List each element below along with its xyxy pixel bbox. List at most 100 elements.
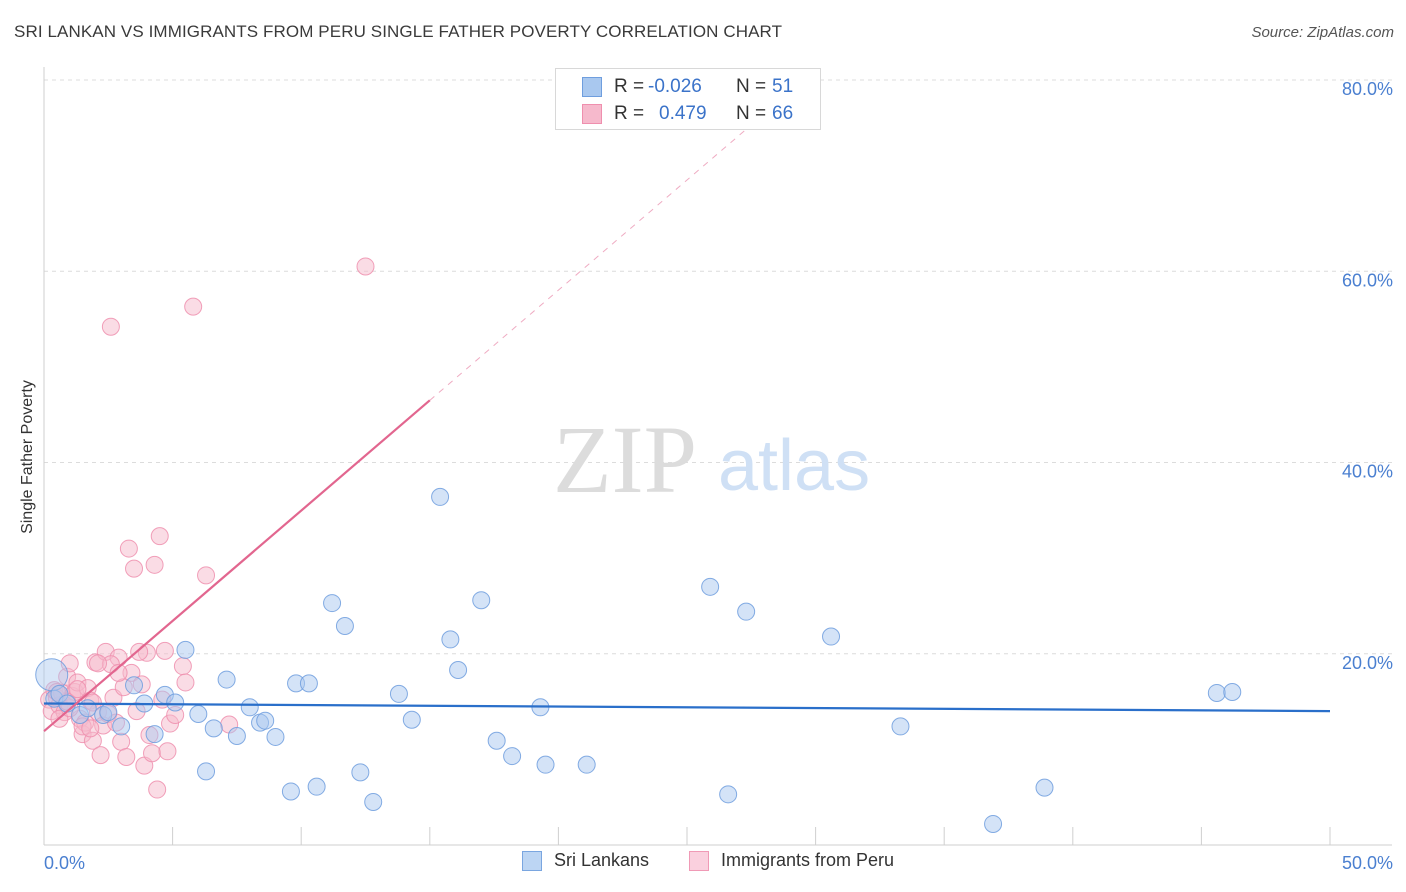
point-peru [125, 559, 144, 578]
point-srilankan [351, 763, 370, 782]
y-tick-label: 20.0% [1342, 653, 1393, 673]
point-srilankan [197, 762, 216, 781]
point-srilankan [189, 704, 208, 723]
point-srilankan [266, 727, 285, 746]
stats-r-value: 0.479 [659, 103, 707, 124]
legend-item-srilankans[interactable]: Sri Lankans [522, 850, 649, 871]
stats-n-value: 66 [772, 103, 794, 124]
stats-r-value: -0.026 [648, 76, 702, 97]
stats-n-label: N = [736, 103, 767, 124]
point-peru [119, 539, 138, 558]
point-srilankan [78, 699, 97, 718]
point-srilankan [1035, 778, 1054, 797]
point-srilankan [487, 731, 506, 750]
series-peru-points [40, 257, 375, 799]
point-srilankan [281, 782, 300, 801]
y-tick-label: 40.0% [1342, 462, 1393, 482]
trend-lines [43, 124, 1331, 733]
point-srilankan [323, 594, 342, 613]
legend-swatch-blue [522, 850, 542, 871]
gridlines [44, 79, 1392, 655]
point-peru [155, 641, 174, 660]
point-srilankan [701, 577, 720, 596]
point-srilankan [719, 785, 738, 804]
legend: Sri Lankans Immigrants from Peru [0, 850, 1406, 880]
point-srilankan [112, 717, 131, 736]
point-peru [176, 673, 195, 692]
point-peru [117, 748, 136, 767]
point-srilankan [503, 747, 522, 766]
stats-swatch-blue [582, 77, 602, 97]
point-peru [158, 742, 177, 761]
stats-n-value: 51 [772, 76, 794, 97]
point-srilankan [984, 814, 1003, 833]
point-srilankan [1207, 683, 1226, 702]
point-srilankan [125, 676, 144, 695]
watermark: ZIP atlas [553, 406, 870, 513]
point-srilankan [240, 698, 259, 717]
point-peru [197, 566, 216, 585]
point-peru [356, 257, 375, 276]
watermark-atlas: atlas [718, 426, 870, 506]
point-peru [101, 317, 120, 336]
y-tick-labels: 20.0% 40.0% 60.0% 80.0% [1342, 79, 1393, 673]
point-srilankan [389, 684, 408, 703]
x-ticks [172, 827, 1331, 845]
x-tick-label: 50.0% [1342, 853, 1393, 873]
point-peru [60, 654, 79, 673]
legend-label: Immigrants from Peru [721, 850, 895, 870]
point-srilankan [441, 630, 460, 649]
point-srilankan [822, 627, 841, 646]
point-srilankan [166, 693, 185, 712]
point-srilankan [1223, 683, 1242, 701]
point-srilankan [536, 755, 555, 774]
stats-box: R = -0.026 N = 51 R = 0.479 N = 66 [555, 68, 821, 130]
point-srilankan [472, 591, 491, 610]
trend-line-peru-extension [429, 124, 752, 401]
point-srilankan [402, 710, 421, 729]
point-srilankan [256, 711, 275, 730]
legend-swatch-pink [689, 850, 709, 871]
point-srilankan [431, 487, 450, 506]
point-peru [145, 555, 164, 574]
stats-swatch-pink [582, 104, 602, 124]
point-srilankan [299, 674, 318, 693]
legend-label: Sri Lankans [554, 850, 650, 870]
point-srilankan [737, 602, 756, 621]
point-peru [148, 780, 167, 799]
point-srilankan [307, 777, 326, 796]
point-srilankan [449, 661, 468, 680]
stats-r-label: R = [614, 76, 645, 97]
trend-line-srilankan [43, 702, 1331, 713]
legend-item-peru[interactable]: Immigrants from Peru [689, 850, 894, 871]
y-tick-label: 80.0% [1342, 79, 1393, 99]
series-srilankan-points [35, 487, 1242, 833]
point-peru [173, 657, 192, 676]
point-peru [109, 663, 128, 682]
x-tick-labels: 0.0% 50.0% [44, 853, 1393, 873]
point-peru [89, 654, 108, 673]
point-peru [81, 719, 100, 738]
point-peru [68, 680, 87, 699]
point-peru [143, 744, 162, 763]
point-peru [130, 642, 149, 661]
stats-n-label: N = [736, 76, 767, 97]
y-tick-label: 60.0% [1342, 270, 1393, 290]
point-peru [91, 746, 110, 765]
point-srilankan [204, 719, 223, 738]
source-label: Source: ZipAtlas.com [1251, 24, 1394, 41]
point-peru [150, 527, 169, 546]
point-srilankan [227, 726, 246, 745]
trend-line-peru [43, 399, 431, 733]
point-srilankan [891, 717, 910, 736]
point-srilankan [176, 640, 195, 659]
point-srilankan [577, 755, 596, 774]
point-srilankan [99, 703, 118, 722]
stats-r-label: R = [614, 103, 645, 124]
point-srilankan [217, 670, 236, 689]
watermark-zip: ZIP [553, 406, 697, 513]
point-peru [184, 297, 203, 316]
chart-title: SRI LANKAN VS IMMIGRANTS FROM PERU SINGL… [14, 22, 783, 41]
x-tick-label: 0.0% [44, 853, 85, 873]
